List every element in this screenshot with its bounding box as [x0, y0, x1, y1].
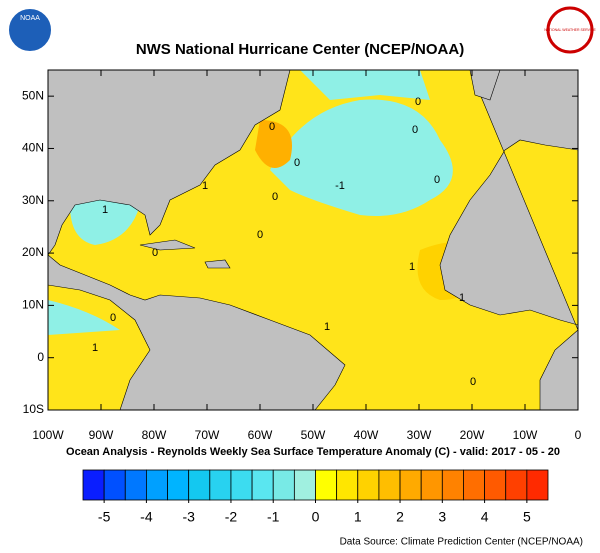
contour-label: 0 — [294, 157, 300, 169]
subtitle: Ocean Analysis - Reynolds Weekly Sea Sur… — [66, 446, 560, 458]
colorbar-box — [146, 469, 168, 501]
map-area — [48, 70, 578, 410]
colorbar-box — [82, 469, 105, 501]
contour-label: 0 — [434, 174, 440, 186]
warm-anomaly — [255, 120, 292, 168]
contour-label: 1 — [409, 261, 415, 273]
lat-tick-label: 40N — [22, 141, 44, 155]
colorbar-box — [188, 469, 211, 501]
lat-tick-label: 10S — [23, 402, 44, 416]
colorbar-box — [463, 469, 485, 501]
land-north-america — [48, 70, 291, 256]
land-islands — [139, 239, 231, 269]
contour-label: 0 — [110, 312, 116, 324]
colorbar-tick-label: 3 — [438, 509, 446, 525]
lat-tick-label: 30N — [22, 193, 44, 207]
nws-logo — [546, 6, 594, 54]
colorbar-box — [399, 469, 422, 501]
lon-tick-label: 90W — [89, 428, 114, 442]
lon-tick-label: 70W — [195, 428, 220, 442]
nws-logo-text: NATIONAL WEATHER SERVICE — [544, 28, 596, 32]
contour-label: 0 — [470, 376, 476, 388]
lat-tick-label: 20N — [22, 245, 44, 259]
colorbar-box — [315, 469, 338, 501]
colorbar-box — [526, 469, 549, 501]
lon-tick-label: 0 — [575, 428, 582, 442]
cool-anomaly — [48, 300, 120, 335]
lat-tick-label: 50N — [22, 88, 44, 102]
data-source: Data Source: Climate Prediction Center (… — [340, 537, 583, 548]
logos: NOAA NATIONAL WEATHER SERVICE — [7, 6, 596, 54]
colorbar-box — [103, 469, 126, 501]
land-europe-africa — [439, 70, 578, 410]
colorbar-box — [272, 469, 295, 501]
lon-tick-label: 10W — [513, 428, 538, 442]
cool-anomaly — [270, 99, 453, 216]
colorbar-box — [293, 469, 316, 501]
colorbar-tick-label: 5 — [523, 509, 531, 525]
contour-label: 0 — [272, 191, 278, 203]
cool-anomaly — [300, 70, 430, 100]
contour-label: 0 — [269, 121, 275, 133]
colorbar-box — [484, 469, 507, 501]
title: NWS National Hurricane Center (NCEP/NOAA… — [136, 41, 464, 58]
colorbar-box — [420, 469, 443, 501]
colorbar-box — [124, 469, 147, 501]
colorbar-box — [251, 469, 274, 501]
contour-label: 1 — [202, 180, 208, 192]
contour-label: 1 — [459, 292, 465, 304]
colorbar-box — [378, 469, 401, 501]
noaa-logo — [7, 7, 53, 53]
colorbar-tick-label: 0 — [312, 509, 320, 525]
land-south-america — [48, 254, 346, 410]
contour-label: -1 — [335, 180, 345, 192]
lon-tick-label: 100W — [32, 428, 64, 442]
colorbar-box — [336, 469, 359, 501]
lon-tick-label: 80W — [142, 428, 167, 442]
noaa-logo-text: NOAA — [20, 15, 40, 22]
colorbar-box — [441, 469, 464, 501]
colorbar-tick-label: -2 — [225, 509, 238, 525]
colorbar-box — [230, 469, 253, 501]
colorbar-tick-label: 1 — [354, 509, 362, 525]
colorbar-box — [505, 469, 528, 501]
lon-tick-label: 60W — [248, 428, 273, 442]
contour-label: 1 — [92, 342, 98, 354]
colorbar-box — [357, 469, 380, 501]
lon-tick-label: 40W — [354, 428, 379, 442]
contour-label: 1 — [324, 321, 330, 333]
colorbar-box — [167, 469, 190, 501]
land-iceland — [469, 70, 501, 101]
colorbar-tick-label: -5 — [98, 509, 111, 525]
colorbar-tick-label: -1 — [267, 509, 280, 525]
contour-label: 0 — [415, 96, 421, 108]
contour-label: 0 — [412, 124, 418, 136]
colorbar-box — [209, 469, 232, 501]
colorbar-tick-label: 2 — [396, 509, 404, 525]
lon-tick-label: 50W — [301, 428, 326, 442]
contour-label: 1 — [102, 204, 108, 216]
lon-tick-label: 20W — [460, 428, 485, 442]
colorbar-tick-label: -4 — [140, 509, 153, 525]
lat-tick-label: 10N — [22, 298, 44, 312]
colorbar-tick-label: 4 — [481, 509, 489, 525]
lon-tick-label: 30W — [407, 428, 432, 442]
contour-label: 0 — [257, 229, 263, 241]
contour-label: 0 — [152, 247, 158, 259]
lat-tick-label: 0 — [37, 350, 44, 364]
cool-anomaly — [70, 200, 140, 245]
colorbar-tick-label: -3 — [182, 509, 195, 525]
